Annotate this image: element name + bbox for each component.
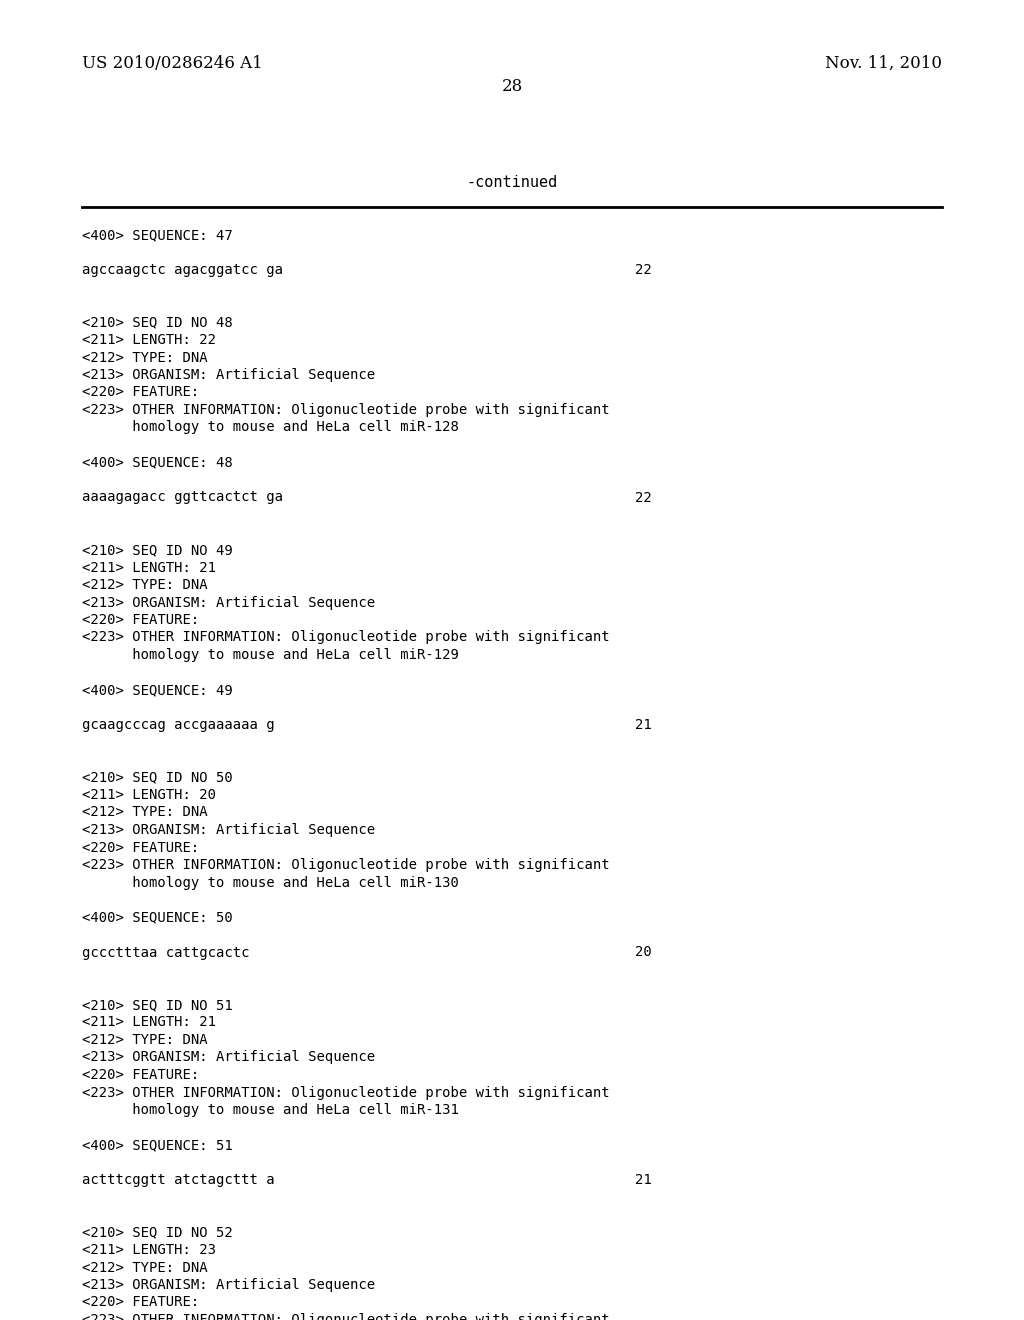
- Text: <212> TYPE: DNA: <212> TYPE: DNA: [82, 1034, 208, 1047]
- Text: -continued: -continued: [466, 176, 558, 190]
- Text: aaaagagacc ggttcactct ga: aaaagagacc ggttcactct ga: [82, 491, 283, 504]
- Text: <223> OTHER INFORMATION: Oligonucleotide probe with significant: <223> OTHER INFORMATION: Oligonucleotide…: [82, 1313, 609, 1320]
- Text: US 2010/0286246 A1: US 2010/0286246 A1: [82, 55, 263, 73]
- Text: homology to mouse and HeLa cell miR-131: homology to mouse and HeLa cell miR-131: [82, 1104, 459, 1117]
- Text: 20: 20: [635, 945, 651, 960]
- Text: <213> ORGANISM: Artificial Sequence: <213> ORGANISM: Artificial Sequence: [82, 1051, 375, 1064]
- Text: <213> ORGANISM: Artificial Sequence: <213> ORGANISM: Artificial Sequence: [82, 1278, 375, 1292]
- Text: <211> LENGTH: 21: <211> LENGTH: 21: [82, 561, 216, 574]
- Text: <210> SEQ ID NO 48: <210> SEQ ID NO 48: [82, 315, 232, 330]
- Text: <210> SEQ ID NO 49: <210> SEQ ID NO 49: [82, 543, 232, 557]
- Text: <212> TYPE: DNA: <212> TYPE: DNA: [82, 1261, 208, 1275]
- Text: <212> TYPE: DNA: <212> TYPE: DNA: [82, 578, 208, 591]
- Text: 21: 21: [635, 718, 651, 733]
- Text: <212> TYPE: DNA: <212> TYPE: DNA: [82, 805, 208, 820]
- Text: 22: 22: [635, 263, 651, 277]
- Text: 28: 28: [502, 78, 522, 95]
- Text: <211> LENGTH: 22: <211> LENGTH: 22: [82, 333, 216, 347]
- Text: <220> FEATURE:: <220> FEATURE:: [82, 385, 200, 400]
- Text: <213> ORGANISM: Artificial Sequence: <213> ORGANISM: Artificial Sequence: [82, 595, 375, 610]
- Text: homology to mouse and HeLa cell miR-128: homology to mouse and HeLa cell miR-128: [82, 421, 459, 434]
- Text: <400> SEQUENCE: 49: <400> SEQUENCE: 49: [82, 682, 232, 697]
- Text: homology to mouse and HeLa cell miR-129: homology to mouse and HeLa cell miR-129: [82, 648, 459, 663]
- Text: gccctttaa cattgcactc: gccctttaa cattgcactc: [82, 945, 250, 960]
- Text: <223> OTHER INFORMATION: Oligonucleotide probe with significant: <223> OTHER INFORMATION: Oligonucleotide…: [82, 1085, 609, 1100]
- Text: <220> FEATURE:: <220> FEATURE:: [82, 612, 200, 627]
- Text: actttcggtt atctagcttt a: actttcggtt atctagcttt a: [82, 1173, 274, 1187]
- Text: <210> SEQ ID NO 52: <210> SEQ ID NO 52: [82, 1225, 232, 1239]
- Text: 22: 22: [635, 491, 651, 504]
- Text: <220> FEATURE:: <220> FEATURE:: [82, 1295, 200, 1309]
- Text: <211> LENGTH: 20: <211> LENGTH: 20: [82, 788, 216, 803]
- Text: <400> SEQUENCE: 48: <400> SEQUENCE: 48: [82, 455, 232, 470]
- Text: <223> OTHER INFORMATION: Oligonucleotide probe with significant: <223> OTHER INFORMATION: Oligonucleotide…: [82, 631, 609, 644]
- Text: <211> LENGTH: 23: <211> LENGTH: 23: [82, 1243, 216, 1257]
- Text: <220> FEATURE:: <220> FEATURE:: [82, 841, 200, 854]
- Text: <212> TYPE: DNA: <212> TYPE: DNA: [82, 351, 208, 364]
- Text: <213> ORGANISM: Artificial Sequence: <213> ORGANISM: Artificial Sequence: [82, 368, 375, 381]
- Text: <223> OTHER INFORMATION: Oligonucleotide probe with significant: <223> OTHER INFORMATION: Oligonucleotide…: [82, 403, 609, 417]
- Text: Nov. 11, 2010: Nov. 11, 2010: [825, 55, 942, 73]
- Text: homology to mouse and HeLa cell miR-130: homology to mouse and HeLa cell miR-130: [82, 875, 459, 890]
- Text: agccaagctc agacggatcc ga: agccaagctc agacggatcc ga: [82, 263, 283, 277]
- Text: 21: 21: [635, 1173, 651, 1187]
- Text: gcaagcccag accgaaaaaa g: gcaagcccag accgaaaaaa g: [82, 718, 274, 733]
- Text: <220> FEATURE:: <220> FEATURE:: [82, 1068, 200, 1082]
- Text: <223> OTHER INFORMATION: Oligonucleotide probe with significant: <223> OTHER INFORMATION: Oligonucleotide…: [82, 858, 609, 873]
- Text: <400> SEQUENCE: 50: <400> SEQUENCE: 50: [82, 911, 232, 924]
- Text: <211> LENGTH: 21: <211> LENGTH: 21: [82, 1015, 216, 1030]
- Text: <210> SEQ ID NO 51: <210> SEQ ID NO 51: [82, 998, 232, 1012]
- Text: <400> SEQUENCE: 47: <400> SEQUENCE: 47: [82, 228, 232, 242]
- Text: <213> ORGANISM: Artificial Sequence: <213> ORGANISM: Artificial Sequence: [82, 822, 375, 837]
- Text: <210> SEQ ID NO 50: <210> SEQ ID NO 50: [82, 771, 232, 784]
- Text: <400> SEQUENCE: 51: <400> SEQUENCE: 51: [82, 1138, 232, 1152]
